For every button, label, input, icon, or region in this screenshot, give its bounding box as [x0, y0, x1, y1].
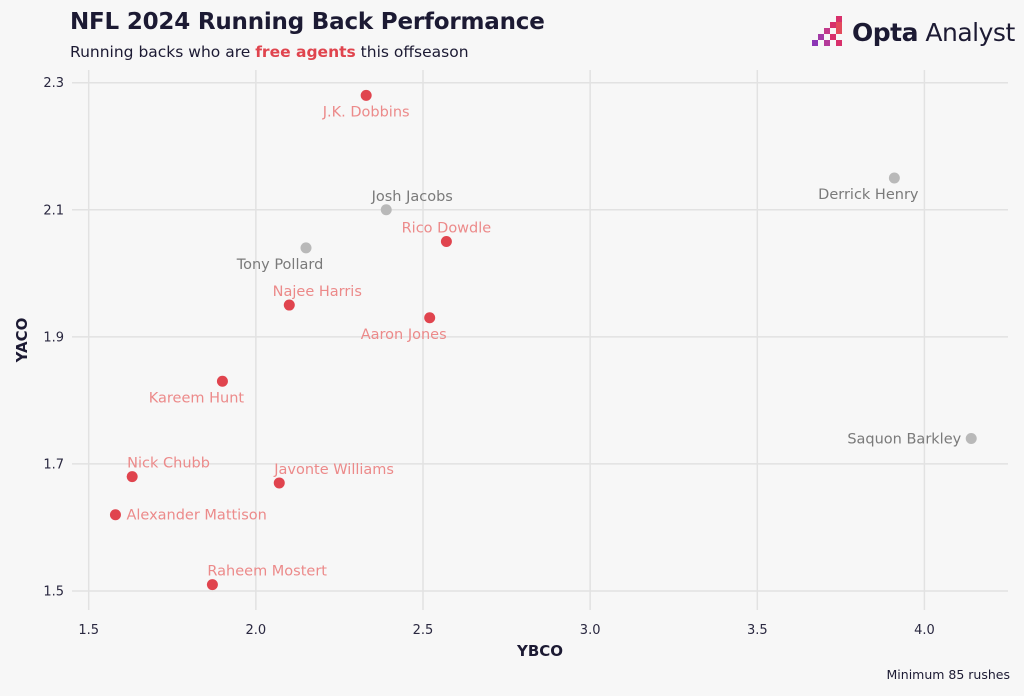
point-label: Kareem Hunt	[149, 390, 245, 406]
point-label: Alexander Mattison	[126, 508, 266, 524]
point-label: Raheem Mostert	[207, 564, 327, 580]
point-label: Javonte Williams	[273, 462, 394, 478]
data-point	[380, 204, 392, 216]
data-points	[109, 89, 977, 591]
point-label: J.K. Dobbins	[322, 104, 410, 120]
y-tick-label: 1.9	[43, 330, 64, 345]
subtitle-text-start: Running backs who are	[70, 43, 256, 61]
data-point	[109, 509, 121, 521]
point-label: Derrick Henry	[818, 187, 919, 203]
data-point	[440, 236, 452, 248]
footnote: Minimum 85 rushes	[886, 667, 1010, 682]
data-point	[126, 471, 138, 483]
y-tick-label: 2.1	[43, 203, 64, 218]
data-point	[888, 172, 900, 184]
x-tick-label: 1.5	[78, 623, 99, 638]
data-point	[273, 477, 285, 489]
y-tick-label: 1.5	[43, 584, 64, 599]
point-label: Nick Chubb	[127, 456, 210, 472]
axis-ticks: 1.5 2.0 2.5 3.0 3.5 4.0 1.5 1.7 1.9 2.1 2.3	[43, 76, 934, 638]
y-tick-label: 2.3	[43, 76, 64, 91]
point-label: Najee Harris	[273, 284, 362, 300]
data-point	[283, 299, 295, 311]
x-tick-label: 3.5	[747, 623, 768, 638]
opta-pixel-icon	[812, 16, 842, 46]
x-tick-label: 2.0	[246, 623, 267, 638]
point-labels: J.K. Dobbins Josh Jacobs Rico Dowdle Tony P…	[126, 104, 961, 579]
x-tick-label: 2.5	[413, 623, 434, 638]
brand-name-rest: Analyst	[917, 17, 1015, 47]
subtitle-text-end: this offseason	[355, 43, 469, 61]
point-label: Aaron Jones	[361, 327, 447, 343]
opta-analyst-logo: Opta Analyst	[810, 16, 1015, 48]
data-point	[300, 242, 312, 254]
data-point	[424, 312, 436, 324]
data-point	[360, 89, 372, 101]
brand-name-bold: Opta	[852, 17, 918, 47]
y-axis-title: YACO	[13, 318, 31, 364]
subtitle-highlight: free agents	[255, 43, 356, 61]
x-axis-title: YBCO	[516, 642, 563, 660]
chart-subtitle: Running backs who are free agents this o…	[70, 43, 469, 61]
data-point	[206, 579, 218, 591]
chart-title: NFL 2024 Running Back Performance	[70, 9, 545, 35]
y-tick-label: 1.7	[43, 457, 64, 472]
point-label: Josh Jacobs	[371, 189, 453, 205]
point-label: Rico Dowdle	[402, 221, 492, 237]
brand-name: Opta Analyst	[852, 18, 1015, 47]
grid-lines	[72, 70, 1008, 610]
x-tick-label: 4.0	[914, 623, 935, 638]
x-tick-label: 3.0	[580, 623, 601, 638]
point-label: Tony Pollard	[236, 257, 324, 273]
point-label: Saquon Barkley	[847, 431, 961, 447]
data-point	[965, 432, 977, 444]
data-point	[216, 375, 228, 387]
